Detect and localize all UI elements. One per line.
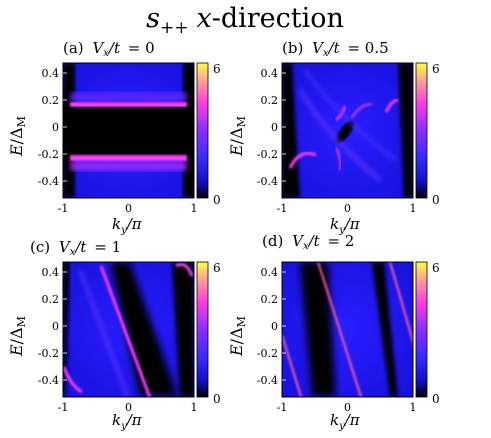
ytick-label: 0 — [271, 121, 278, 134]
panel-d: (d) Vx/t = 2 — [262, 232, 414, 398]
colorbar-b-max: 6 — [432, 62, 440, 76]
panel-b: (b) Vx/t = 0.5 — [281, 39, 414, 199]
xtick-label: 0 — [344, 401, 351, 414]
figure-title: s++ x-direction — [146, 3, 344, 38]
ytick-label: -0.2 — [257, 148, 278, 161]
title-x: x — [196, 3, 211, 34]
xlabel-c: ky/π — [112, 411, 143, 432]
panel-b-label: (b) Vx/t = 0.5 — [282, 39, 389, 59]
xtick-label: 0 — [125, 202, 132, 215]
panel-c-heatmap — [63, 262, 194, 397]
colorbar-a-max: 6 — [213, 62, 221, 76]
xlabel-a: ky/π — [112, 215, 143, 236]
colorbar-c: 6 0 — [196, 261, 221, 406]
xtick-label: -1 — [58, 401, 69, 414]
ylabel-b: E/ΔM — [227, 116, 248, 157]
ylabel-c: E/ΔM — [7, 316, 28, 357]
panel-c: (c) Vx/t = 1 — [30, 238, 195, 398]
xlabel-d: ky/π — [330, 411, 361, 432]
colorbar-b: 6 0 — [415, 62, 440, 207]
ytick-label: -0.4 — [257, 374, 278, 387]
ytick-label: -0.2 — [257, 347, 278, 360]
xtick-label: 1 — [410, 401, 417, 414]
colorbar-d-max: 6 — [432, 261, 440, 275]
title-sub: ++ — [160, 18, 189, 38]
tick-labels: 0.4 0.2 0 -0.2 -0.4 -1 0 1 0.4 0.2 0 -0.2 -0.4 -1 0 1 0.… — [38, 67, 417, 414]
ytick-label: 0 — [52, 320, 59, 333]
ytick-label: -0.4 — [257, 175, 278, 188]
panel-a: (a) Vx/t = 0 — [62, 39, 195, 199]
ytick-label: 0.4 — [261, 266, 279, 279]
colorbar-a-min: 0 — [213, 193, 221, 207]
ytick-label: 0.4 — [42, 67, 60, 80]
panel-b-heatmap — [282, 63, 413, 198]
ytick-label: 0.2 — [42, 94, 60, 107]
title-s: s — [146, 3, 160, 34]
xtick-label: 0 — [344, 202, 351, 215]
title-rest: -direction — [212, 3, 344, 34]
ytick-label: 0.2 — [261, 94, 279, 107]
xtick-label: 1 — [191, 202, 198, 215]
ytick-label: 0.4 — [42, 266, 60, 279]
ylabel-d: E/ΔM — [227, 316, 248, 357]
xtick-label: -1 — [277, 401, 288, 414]
colorbar-a: 6 0 — [196, 62, 221, 207]
xlabel-b: ky/π — [330, 215, 361, 236]
colorbar-c-min: 0 — [213, 392, 221, 406]
panel-a-heatmap — [63, 63, 194, 198]
panel-c-label: (c) Vx/t = 1 — [30, 238, 121, 258]
ytick-label: 0 — [271, 320, 278, 333]
xtick-label: 0 — [125, 401, 132, 414]
ytick-label: -0.4 — [38, 175, 59, 188]
ytick-label: 0 — [52, 121, 59, 134]
ytick-label: 0.4 — [261, 67, 279, 80]
ylabel-a: E/ΔM — [7, 116, 28, 157]
ytick-label: -0.4 — [38, 374, 59, 387]
xtick-label: 1 — [191, 401, 198, 414]
colorbar-c-max: 6 — [213, 261, 221, 275]
ytick-label: 0.2 — [42, 293, 60, 306]
xtick-label: -1 — [277, 202, 288, 215]
panel-a-label: (a) Vx/t = 0 — [63, 39, 155, 59]
colorbar-d: 6 0 — [415, 261, 440, 406]
panel-d-label: (d) Vx/t = 2 — [262, 232, 354, 252]
ytick-label: -0.2 — [38, 148, 59, 161]
colorbar-d-min: 0 — [432, 392, 440, 406]
ytick-label: 0.2 — [261, 293, 279, 306]
panel-d-heatmap — [282, 262, 413, 397]
colorbar-b-min: 0 — [432, 193, 440, 207]
xtick-label: 1 — [410, 202, 417, 215]
xtick-label: -1 — [58, 202, 69, 215]
ytick-label: -0.2 — [38, 347, 59, 360]
